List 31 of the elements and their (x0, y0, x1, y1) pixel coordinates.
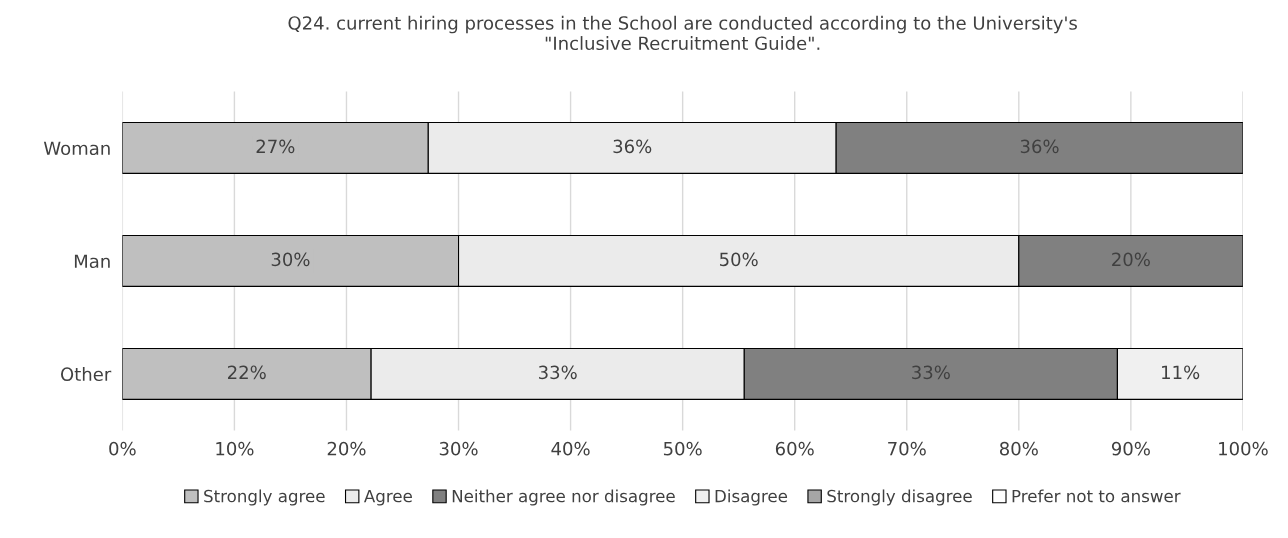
y-tick-label: Other (61, 367, 112, 382)
x-tick-label: 40% (551, 441, 590, 456)
legend-label: Prefer not to answer (1012, 489, 1181, 503)
data-label: 50% (720, 252, 758, 267)
x-tick-label: 10% (216, 441, 254, 456)
legend-label: Agree (364, 489, 412, 506)
legend-label: Strongly disagree (827, 489, 972, 506)
data-label: 22% (228, 365, 266, 380)
data-label: 27% (256, 139, 295, 154)
legend-label: Neither agree nor disagree (452, 489, 675, 506)
data-label: 36% (613, 139, 652, 154)
legend-label: Strongly agree (204, 489, 325, 506)
x-tick-label: 60% (775, 441, 814, 456)
x-tick-label: 20% (327, 441, 366, 456)
data-label: 36% (1020, 139, 1059, 154)
x-tick-label: 100% (1219, 441, 1268, 456)
data-label: 20% (1112, 252, 1150, 267)
legend-label: Disagree (715, 489, 788, 506)
x-tick-label: 50% (663, 441, 702, 456)
data-label: 30% (271, 252, 310, 267)
y-tick-label: Woman (43, 141, 110, 156)
data-label: 33% (912, 365, 950, 380)
x-tick-label: 90% (1111, 441, 1150, 456)
data-label: 33% (539, 365, 577, 380)
x-tick-label: 80% (999, 441, 1038, 456)
y-tick-label: Man (74, 254, 110, 269)
chart-title: Q24. current hiring processes in the School are conducted according to the University's "Inclusive Recruitment Guide". (288, 15, 1077, 51)
x-tick-label: 70% (888, 441, 926, 456)
data-label: 11% (1162, 365, 1200, 380)
x-tick-label: 30% (439, 441, 478, 456)
x-tick-label: 0% (109, 441, 136, 456)
